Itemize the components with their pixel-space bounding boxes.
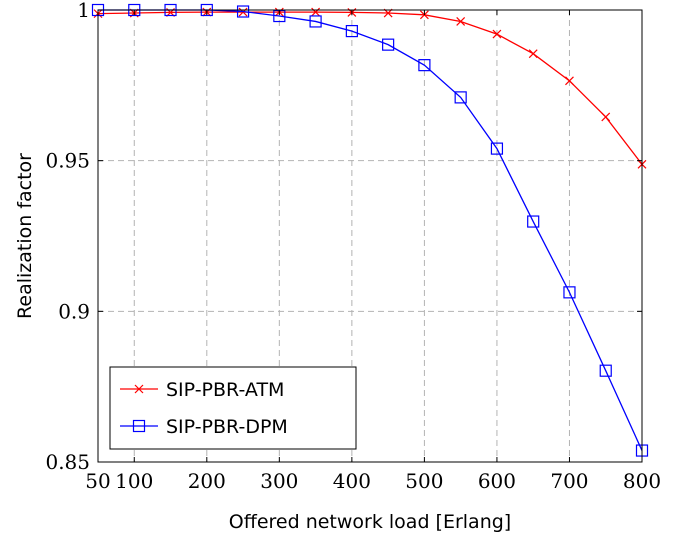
x-marker	[311, 7, 321, 17]
x-marker	[456, 17, 466, 26]
legend-box	[109, 366, 357, 450]
square-marker	[490, 142, 504, 155]
x-marker	[601, 112, 611, 122]
y-tick-label: 0.85	[45, 450, 90, 474]
square-marker	[527, 215, 540, 228]
x-tick-label: 300	[260, 469, 298, 493]
x-marker-stroke	[528, 49, 538, 59]
legend-item-sip-pbr-dpm: SIP-PBR-DPM	[120, 416, 288, 438]
square-marker	[345, 24, 358, 38]
square-marker	[236, 5, 250, 18]
legend-label: SIP-PBR-DPM	[166, 416, 288, 438]
y-tick-label: 0.9	[58, 299, 90, 323]
x-marker-stroke	[456, 17, 466, 26]
x-tick-label: 200	[188, 469, 226, 493]
y-tick-label: 1	[77, 0, 90, 22]
square-marker	[454, 91, 467, 104]
x-marker	[134, 384, 144, 394]
x-tick-label: 50	[85, 469, 110, 493]
x-tick-label: 800	[623, 469, 661, 493]
x-marker-stroke	[601, 112, 611, 122]
legend-item-sip-pbr-atm: SIP-PBR-ATM	[120, 379, 284, 401]
x-marker-stroke	[311, 7, 321, 17]
x-marker-stroke	[492, 29, 502, 39]
x-axis-title: Offered network load [Erlang]	[229, 511, 511, 533]
y-tick-label: 0.95	[45, 149, 90, 173]
plot-frame	[97, 9, 643, 463]
series-sip-pbr-atm	[93, 7, 647, 169]
x-marker	[565, 76, 574, 86]
legend-label: SIP-PBR-ATM	[166, 379, 284, 401]
square-marker	[309, 15, 322, 28]
x-tick-label: 100	[115, 469, 153, 493]
x-tick-label: 700	[550, 469, 588, 493]
legend: SIP-PBR-ATM SIP-PBR-DPM	[109, 366, 357, 450]
square-marker	[132, 419, 146, 433]
x-tick-label: 600	[478, 469, 516, 493]
axis-ticks: 50 100 200 300 400 500 600 700 800 0.85 0.9 0.95 1	[45, 0, 661, 493]
x-tick-label: 500	[405, 469, 443, 493]
x-tick-label: 400	[333, 469, 371, 493]
square-marker	[599, 364, 612, 377]
x-marker-stroke	[565, 76, 574, 86]
series-line	[97, 11, 643, 165]
x-marker	[492, 29, 502, 39]
square-marker	[382, 38, 395, 51]
x-marker-stroke	[134, 384, 144, 394]
x-marker	[528, 49, 538, 59]
grid-lines	[98, 10, 642, 462]
square-marker	[418, 59, 431, 72]
y-axis-title: Realization factor	[14, 153, 36, 319]
square-marker	[563, 286, 576, 299]
